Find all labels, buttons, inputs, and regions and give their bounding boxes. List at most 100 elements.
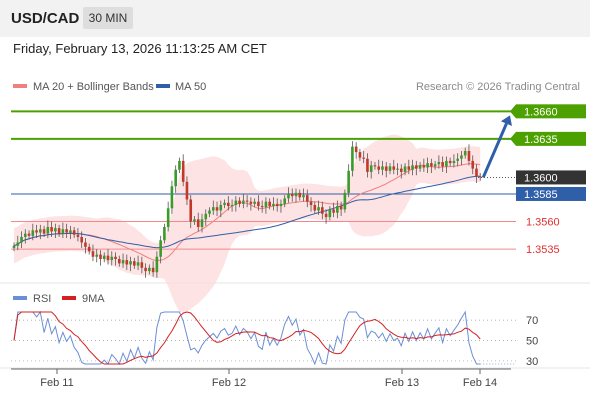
last-price-label: 1.3600 <box>524 172 558 184</box>
rsi-tick-label: 70 <box>526 315 538 327</box>
candle <box>12 242 16 252</box>
candle <box>478 173 482 181</box>
candle <box>57 224 61 237</box>
candle <box>178 157 181 174</box>
candle <box>84 238 87 254</box>
candle <box>418 162 422 172</box>
rsi-legend-swatch <box>13 296 27 300</box>
bollinger-bands <box>14 134 481 313</box>
candle <box>275 198 279 212</box>
candle-body <box>313 204 317 211</box>
candle <box>80 231 83 248</box>
candle <box>366 153 369 178</box>
candle-body <box>430 163 433 167</box>
candle-body <box>448 160 452 164</box>
bollinger-band-area <box>14 134 481 313</box>
candle <box>91 244 95 262</box>
candle <box>460 150 463 166</box>
rsi-panel: 70 50 30 <box>11 310 538 368</box>
rsi-tick-label: 30 <box>526 356 538 368</box>
resistance-label-pointer <box>510 104 516 119</box>
candle-body <box>399 168 403 172</box>
candle <box>121 253 125 268</box>
candle-body <box>54 228 57 232</box>
candle-body <box>369 165 373 172</box>
candle <box>249 197 253 211</box>
candle <box>185 176 189 205</box>
candle <box>253 198 256 208</box>
candle-body <box>39 229 42 233</box>
candle <box>238 197 241 208</box>
resistance-label: 1.3635 <box>524 134 558 146</box>
candle <box>245 195 249 208</box>
candle <box>189 195 193 229</box>
candle-body <box>452 160 456 164</box>
candle-body <box>102 255 106 259</box>
candle-body <box>227 202 230 207</box>
ma20-legend-swatch <box>13 84 27 88</box>
candle-body <box>354 146 358 153</box>
candle <box>463 147 467 159</box>
candle-body <box>475 168 478 177</box>
candle <box>208 207 211 218</box>
candle-body <box>69 230 72 233</box>
candle <box>193 216 196 225</box>
candle <box>117 255 121 267</box>
candle-body <box>80 236 83 243</box>
pivot-label-box <box>516 186 586 201</box>
candle-body <box>151 267 155 273</box>
candle-body <box>35 230 38 233</box>
forecast-arrow <box>481 115 512 179</box>
candle <box>456 153 459 167</box>
candle <box>384 162 388 178</box>
candle <box>95 249 99 263</box>
candle <box>358 148 362 161</box>
candle-body <box>467 150 471 161</box>
candle-body <box>339 206 343 210</box>
x-axis-ticks: Feb 11 Feb 12 Feb 13 Feb 14 <box>40 369 497 389</box>
candle-body <box>50 227 53 232</box>
candle-body <box>106 255 110 261</box>
candle-body <box>185 181 189 200</box>
candle-body <box>298 192 302 198</box>
candle <box>99 250 102 266</box>
candle-body <box>381 166 384 170</box>
candle-body <box>140 262 144 268</box>
candle-body <box>279 203 283 207</box>
timeframe-button[interactable]: 30 MIN <box>83 7 133 29</box>
candle <box>381 160 384 176</box>
pivot-label: 1.3585 <box>524 189 558 201</box>
candle-body <box>358 152 362 158</box>
candle <box>268 198 271 210</box>
candle <box>20 231 23 248</box>
x-tick-label: Feb 11 <box>40 377 73 389</box>
candle <box>294 188 298 203</box>
candle-body <box>193 219 196 222</box>
candle-body <box>411 165 414 170</box>
candle-body <box>407 166 411 170</box>
candle <box>114 252 117 266</box>
candle-body <box>305 195 309 202</box>
candle-body <box>12 245 16 248</box>
candle-body <box>362 157 365 159</box>
candle <box>433 160 437 170</box>
candle <box>287 187 290 203</box>
candle-body <box>460 155 463 159</box>
candle-body <box>242 200 245 204</box>
candle <box>125 254 129 270</box>
candle <box>411 159 414 176</box>
candle <box>305 189 309 208</box>
candle <box>426 157 429 174</box>
candle <box>196 212 200 232</box>
candle <box>264 197 268 214</box>
candle <box>23 229 27 244</box>
candle-body <box>57 228 61 234</box>
resistance-label: 1.3660 <box>524 106 558 118</box>
candle <box>336 200 339 219</box>
candle-body <box>215 207 219 211</box>
rsi-ma9-line <box>13 311 481 365</box>
candle <box>332 202 335 218</box>
rsi-legend-label: RSI <box>33 293 51 305</box>
candle-body <box>31 230 35 236</box>
